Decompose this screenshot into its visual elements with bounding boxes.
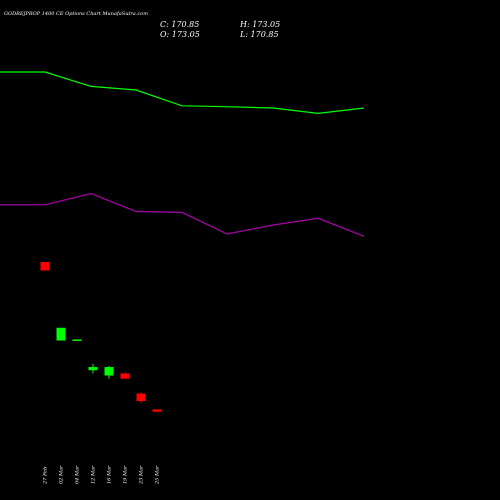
- candle-body: [72, 339, 82, 341]
- candle-body: [136, 393, 146, 401]
- chart-title: GODREJPROP 1400 CE Options Chart MunafaS…: [4, 11, 148, 17]
- indicator-line-2: [0, 192, 365, 237]
- x-axis-ticks: 27 Feb 02 Mar 04 Mar 12 Mar 16 Mar 19 Mar 23 M…: [43, 465, 161, 485]
- close-readout: C: 170.85: [160, 20, 199, 29]
- indicator-lines: [0, 71, 365, 237]
- candle-body: [104, 367, 114, 376]
- x-tick-label: 12 Mar: [91, 465, 97, 484]
- high-readout: H: 173.05: [239, 20, 280, 29]
- open-readout: O: 173.05: [160, 30, 200, 39]
- candle: [104, 365, 114, 379]
- low-readout: L: 170.85: [239, 30, 279, 39]
- candle: [72, 339, 82, 341]
- x-tick-label: 27 Feb: [43, 467, 49, 485]
- candle: [136, 392, 146, 404]
- x-tick-label: 16 Mar: [107, 465, 113, 484]
- x-tick-label: 19 Mar: [123, 465, 129, 484]
- x-tick-label: 02 Mar: [59, 465, 65, 484]
- candle: [88, 363, 98, 374]
- candle-body: [88, 367, 98, 371]
- candle: [152, 409, 162, 412]
- x-tick-label: 25 Mar: [155, 465, 161, 485]
- candle: [56, 327, 66, 341]
- candle-body: [152, 409, 162, 412]
- candle: [120, 372, 130, 379]
- x-tick-label: 23 Mar: [139, 465, 145, 485]
- candle: [40, 262, 50, 271]
- candle-body: [120, 373, 130, 379]
- candles: [40, 262, 162, 412]
- x-tick-label: 04 Mar: [75, 465, 81, 484]
- candle-body: [40, 262, 50, 271]
- candle-body: [56, 327, 66, 341]
- indicator-line-1: [0, 71, 365, 115]
